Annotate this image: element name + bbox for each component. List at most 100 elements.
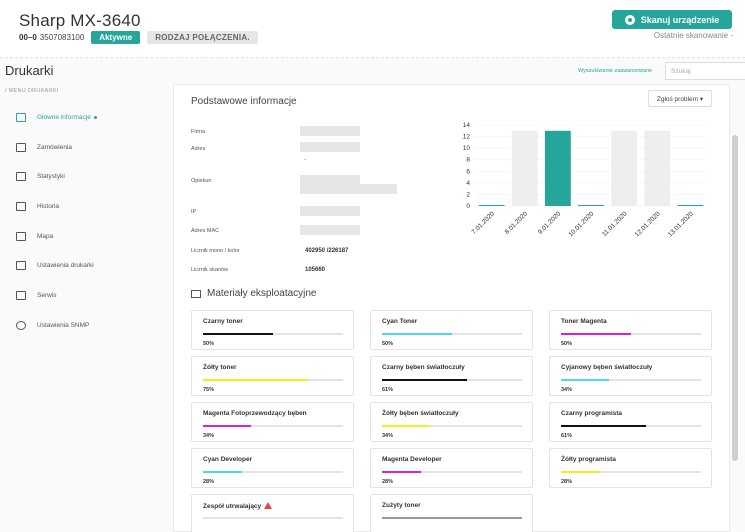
consumable-level-track xyxy=(382,333,522,335)
consumable-percent: 28% xyxy=(561,479,573,485)
company-label: Firma xyxy=(191,129,206,135)
consumable-level-fill xyxy=(382,425,430,427)
consumable-level-track xyxy=(203,333,343,335)
bar xyxy=(511,130,538,206)
sidebar-item-orders[interactable]: Zamówienia xyxy=(16,140,72,154)
x-tick-label: 11.01.2020 xyxy=(601,210,629,238)
consumable-percent: 50% xyxy=(203,341,215,347)
counter-mono-color-value: 402950 /226187 xyxy=(305,248,349,254)
sidebar-item-service[interactable]: Serwis xyxy=(16,288,57,302)
x-tick-label: 12.01.2020 xyxy=(634,210,662,238)
sidebar-item-label: Zamówienia xyxy=(37,143,73,151)
consumable-name: Zużyty toner xyxy=(382,502,421,509)
consumable-percent: 28% xyxy=(382,479,394,485)
consumable-percent: 75% xyxy=(203,387,215,393)
bar xyxy=(478,205,505,206)
serial-number: 3507083100 xyxy=(39,33,85,42)
consumable-level-track xyxy=(382,379,522,381)
x-tick-label: 9.01.2020 xyxy=(537,210,563,236)
guardian-value xyxy=(300,175,360,185)
consumable-card: Żółty bęben światłoczuły 34% xyxy=(370,402,533,442)
consumable-level-fill xyxy=(382,517,522,519)
sidebar-item-main-info[interactable]: Główne informacje xyxy=(16,110,97,124)
consumable-name: Czarny programista xyxy=(561,410,623,417)
history-icon xyxy=(16,201,26,211)
bar xyxy=(578,205,604,206)
last-scan-text: Ostatnie skanowanie - xyxy=(653,31,733,40)
company-value xyxy=(300,126,360,136)
consumable-name: Cyan Developer xyxy=(203,456,253,463)
menu-label: / MENU DRUKARKI xyxy=(5,88,59,94)
consumable-level-fill xyxy=(561,425,647,427)
y-tick-label: 6 xyxy=(466,168,470,175)
counter-mono-color-label: Licznik mono / kolor xyxy=(191,248,240,254)
device-meta: 00–0 3507083100 Aktywne RODZAJ POŁĄCZENI… xyxy=(19,31,258,44)
consumable-card: Magenta Developer 28% xyxy=(370,448,533,488)
advanced-search-link[interactable]: Wyszukiwanie zaawansowane xyxy=(578,68,653,74)
sidebar-item-label: Główne informacje xyxy=(37,113,91,121)
consumable-name: Magenta Fotoprzewodzący bęben xyxy=(203,410,307,417)
sidebar-item-snmp[interactable]: Ustawienia SNMP xyxy=(16,318,89,332)
consumables-title: Materiały eksploatacyjne xyxy=(207,288,317,299)
consumable-name: Czarny bęben światłoczuły xyxy=(382,364,465,371)
cart-icon xyxy=(16,142,26,152)
sidebar-item-label: Statystyki xyxy=(37,172,65,180)
consumable-card: Toner Magenta 50% xyxy=(549,310,712,350)
y-tick-label: 4 xyxy=(466,180,470,187)
consumable-level-fill xyxy=(203,379,308,381)
consumable-percent: 34% xyxy=(203,433,215,439)
sidebar-item-map[interactable]: Mapa xyxy=(16,229,53,243)
sidebar-item-label: Historia xyxy=(37,202,60,210)
sidebar-item-label: Serwis xyxy=(37,291,57,299)
consumables-heading: Materiały eksploatacyjne xyxy=(191,288,317,299)
guardian-value-2 xyxy=(300,184,397,194)
consumable-level-track xyxy=(203,425,343,427)
consumable-percent: 50% xyxy=(561,341,573,347)
active-dot xyxy=(93,115,97,119)
address-label: Adres xyxy=(191,146,206,152)
sidebar-item-history[interactable]: Historia xyxy=(16,199,59,213)
consumable-level-track xyxy=(561,333,701,335)
consumable-level-track xyxy=(382,425,522,427)
report-problem-button[interactable]: Zgłoś problem ▾ xyxy=(648,90,712,107)
sidebar-item-statistics[interactable]: Statystyki xyxy=(16,169,65,183)
scrollbar[interactable] xyxy=(732,135,738,461)
status-badge: Aktywne xyxy=(91,31,141,44)
sidebar-item-printer-settings[interactable]: Ustawienia drukarki xyxy=(16,258,94,272)
consumable-level-track xyxy=(203,517,343,519)
consumable-percent: 28% xyxy=(203,479,215,485)
y-tick-label: 10 xyxy=(463,145,471,152)
consumable-card: Żółty toner 75% xyxy=(191,356,354,396)
ip-label: IP xyxy=(191,209,197,215)
consumable-level-fill xyxy=(561,379,609,381)
consumable-name: Magenta Developer xyxy=(382,456,442,463)
y-tick-label: 0 xyxy=(466,203,470,210)
globe-icon xyxy=(624,14,635,25)
consumable-name: Żółty programista xyxy=(561,456,616,463)
consumable-percent: 61% xyxy=(382,387,394,393)
gear-icon xyxy=(16,320,26,330)
ip-value xyxy=(300,206,360,216)
bar xyxy=(544,130,571,206)
scan-device-button[interactable]: Skanuj urządzenie xyxy=(612,10,732,29)
y-tick-label: 14 xyxy=(463,122,471,129)
consumable-card: Zużyty toner xyxy=(370,494,533,532)
consumable-name: Cyjanowy bęben światłoczuły xyxy=(561,364,653,371)
consumable-percent: 34% xyxy=(561,387,573,393)
bar xyxy=(611,130,638,206)
consumable-name: Czarny toner xyxy=(203,318,243,325)
basic-info-title: Podstawowe informacje xyxy=(191,96,297,107)
consumable-card: Czarny toner 50% xyxy=(191,310,354,350)
search-input[interactable]: Szukaj xyxy=(665,62,745,80)
y-tick-label: 12 xyxy=(463,134,471,141)
consumable-name: Cyan Toner xyxy=(382,318,418,325)
consumable-percent: 50% xyxy=(382,341,394,347)
scan-chart: 0 2 4 6 8 10 12 14 7.01.2020 8.01.2020 9.01.2020 10… xyxy=(463,122,707,238)
consumable-level-track xyxy=(203,471,343,473)
sidebar-item-label: Mapa xyxy=(37,232,54,240)
consumable-name: Zespół utrwalający xyxy=(203,502,273,510)
device-code: 00–0 xyxy=(19,33,37,42)
x-tick-label: 8.01.2020 xyxy=(504,210,530,236)
scan-counter-label: Licznik skanów xyxy=(191,267,228,273)
consumable-percent: 34% xyxy=(382,433,394,439)
